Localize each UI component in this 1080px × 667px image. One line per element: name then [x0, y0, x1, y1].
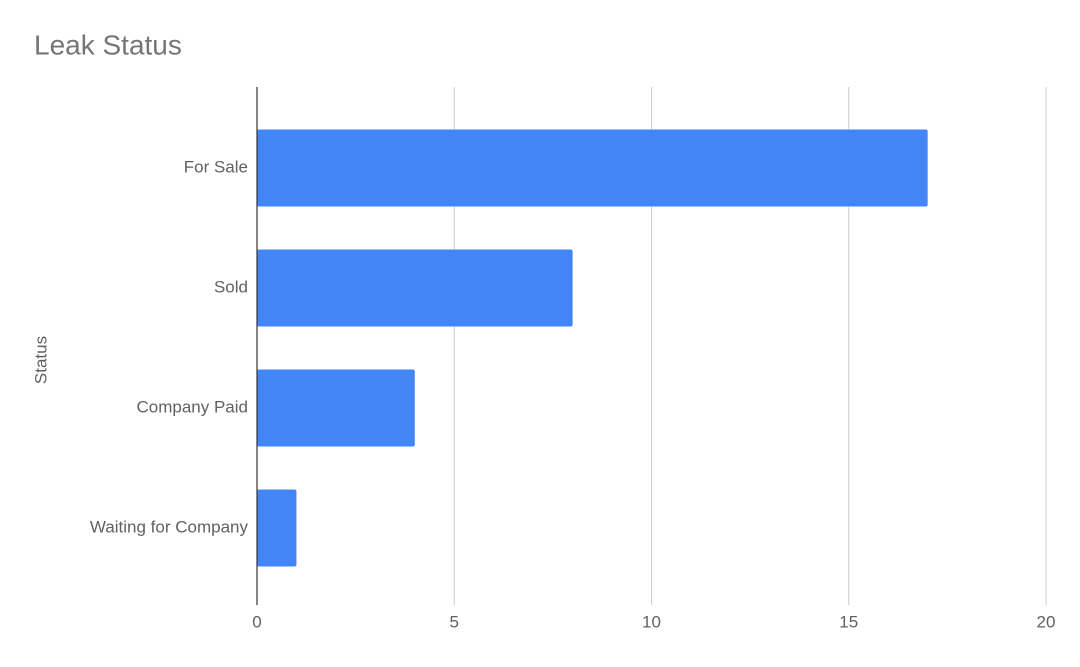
x-tick-label: 0 — [252, 612, 261, 631]
x-tick-label: 20 — [1037, 612, 1056, 631]
y-tick-label: Company Paid — [136, 397, 248, 416]
chart-title: Leak Status — [34, 29, 182, 60]
bar — [257, 369, 415, 447]
bar — [257, 249, 573, 327]
y-tick-label: Waiting for Company — [90, 517, 249, 536]
bar — [257, 129, 928, 207]
y-tick-label: Sold — [214, 277, 248, 296]
y-tick-label: For Sale — [184, 157, 248, 176]
x-tick-label: 10 — [642, 612, 661, 631]
x-tick-label: 15 — [839, 612, 858, 631]
y-axis-label: Status — [31, 336, 50, 384]
bar — [257, 489, 297, 567]
x-tick-label: 5 — [450, 612, 459, 631]
